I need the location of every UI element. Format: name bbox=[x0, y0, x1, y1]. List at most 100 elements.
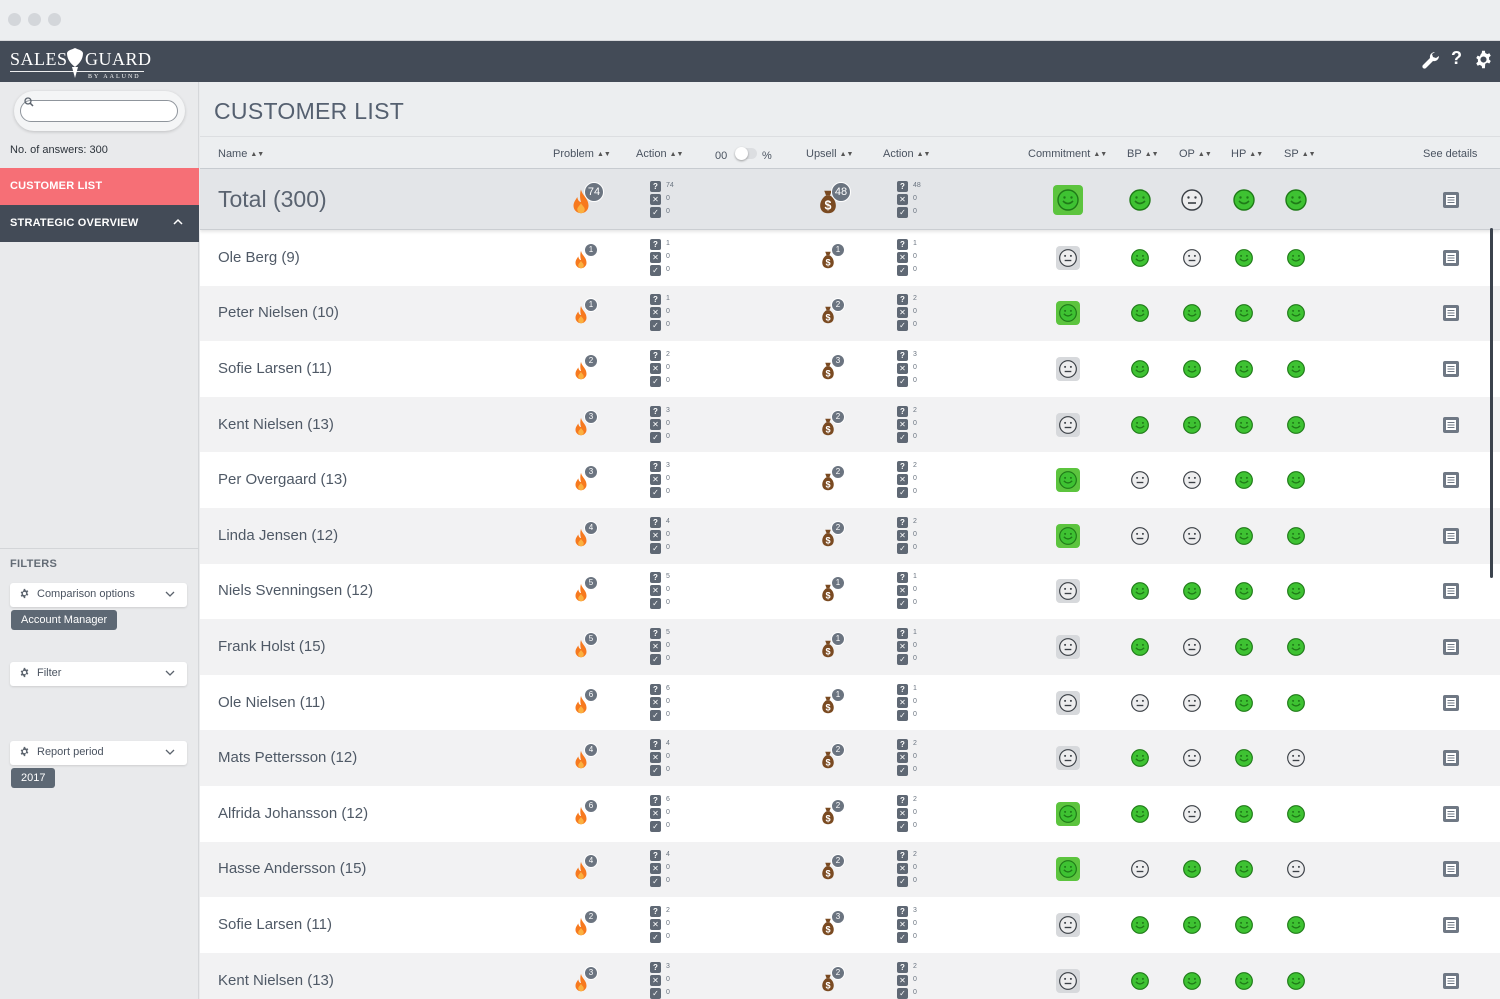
customer-name[interactable]: Total (300) bbox=[218, 185, 327, 212]
commitment-neutral-icon[interactable] bbox=[1056, 746, 1080, 771]
see-details-icon[interactable] bbox=[1441, 693, 1461, 718]
nav-customer-list[interactable]: CUSTOMER LIST bbox=[0, 168, 199, 205]
table-row[interactable]: Niels Svenningsen (12) 5? 5 ✕ 0 ✓ 0 $1? 1 ✕ 0 ✓ 0 bbox=[200, 564, 1500, 620]
hp-happy-icon[interactable] bbox=[1234, 859, 1254, 884]
gear-icon[interactable] bbox=[1473, 49, 1494, 70]
sp-happy-icon[interactable] bbox=[1286, 526, 1306, 551]
sp-happy-icon[interactable] bbox=[1286, 359, 1306, 384]
see-details-icon[interactable] bbox=[1441, 303, 1461, 328]
total-row[interactable]: Total (300) 74? 74 ✕ 0 ✓ 0 $48? 48 ✕ 0 ✓ 0 bbox=[200, 169, 1500, 230]
commitment-neutral-icon[interactable] bbox=[1056, 579, 1080, 604]
hp-happy-icon[interactable] bbox=[1234, 915, 1254, 940]
see-details-icon[interactable] bbox=[1441, 190, 1461, 215]
commitment-happy-icon[interactable] bbox=[1056, 857, 1080, 882]
customer-name[interactable]: Kent Nielsen (13) bbox=[218, 971, 334, 989]
percent-toggle[interactable] bbox=[735, 147, 757, 160]
sp-happy-icon[interactable] bbox=[1286, 581, 1306, 606]
col-op[interactable]: OP ▲▼ bbox=[1179, 148, 1212, 160]
hp-happy-icon[interactable] bbox=[1234, 470, 1254, 495]
see-details-icon[interactable] bbox=[1441, 581, 1461, 606]
table-row[interactable]: Frank Holst (15) 5? 5 ✕ 0 ✓ 0 $1? 1 ✕ 0 ✓ 0 bbox=[200, 619, 1500, 675]
bp-happy-icon[interactable] bbox=[1130, 971, 1150, 996]
col-name[interactable]: Name ▲▼ bbox=[218, 148, 265, 160]
customer-name[interactable]: Niels Svenningsen (12) bbox=[218, 582, 374, 600]
col-sp[interactable]: SP ▲▼ bbox=[1284, 148, 1316, 160]
filter-dropdown[interactable]: Filter bbox=[10, 662, 187, 686]
sp-happy-icon[interactable] bbox=[1286, 693, 1306, 718]
hp-happy-icon[interactable] bbox=[1232, 188, 1256, 217]
customer-name[interactable]: Sofie Larsen (11) bbox=[218, 359, 332, 377]
sp-happy-icon[interactable] bbox=[1286, 470, 1306, 495]
bp-happy-icon[interactable] bbox=[1130, 915, 1150, 940]
bp-happy-icon[interactable] bbox=[1130, 804, 1150, 829]
col-action-problem[interactable]: Action ▲▼ bbox=[636, 148, 684, 160]
report-period-dropdown[interactable]: Report period bbox=[10, 741, 187, 765]
table-row[interactable]: Hasse Andersson (15) 4? 4 ✕ 0 ✓ 0 $2? 2 ✕ 0 ✓ 0 bbox=[200, 841, 1500, 898]
op-happy-icon[interactable] bbox=[1182, 859, 1202, 884]
commitment-neutral-icon[interactable] bbox=[1056, 412, 1080, 437]
hp-happy-icon[interactable] bbox=[1234, 303, 1254, 328]
hp-happy-icon[interactable] bbox=[1234, 526, 1254, 551]
sp-happy-icon[interactable] bbox=[1286, 804, 1306, 829]
bp-happy-icon[interactable] bbox=[1130, 248, 1150, 273]
op-happy-icon[interactable] bbox=[1182, 971, 1202, 996]
sp-happy-icon[interactable] bbox=[1286, 248, 1306, 273]
op-happy-icon[interactable] bbox=[1182, 915, 1202, 940]
bp-neutral-icon[interactable] bbox=[1130, 526, 1150, 551]
table-row[interactable]: Kent Nielsen (13) 3? 3 ✕ 0 ✓ 0 $2? 2 ✕ 0 ✓ 0 bbox=[200, 396, 1500, 453]
hp-happy-icon[interactable] bbox=[1234, 971, 1254, 996]
bp-happy-icon[interactable] bbox=[1130, 581, 1150, 606]
col-upsell[interactable]: Upsell ▲▼ bbox=[806, 148, 854, 160]
col-bp[interactable]: BP ▲▼ bbox=[1127, 148, 1159, 160]
hp-happy-icon[interactable] bbox=[1234, 359, 1254, 384]
op-neutral-icon[interactable] bbox=[1182, 637, 1202, 662]
commitment-happy-icon[interactable] bbox=[1056, 468, 1080, 493]
sp-happy-icon[interactable] bbox=[1286, 303, 1306, 328]
customer-name[interactable]: Frank Holst (15) bbox=[218, 637, 326, 655]
comparison-options-dropdown[interactable]: Comparison options bbox=[10, 583, 187, 607]
see-details-icon[interactable] bbox=[1441, 526, 1461, 551]
table-row[interactable]: Linda Jensen (12) 4? 4 ✕ 0 ✓ 0 $2? 2 ✕ 0 ✓ 0 bbox=[200, 508, 1500, 564]
sp-neutral-icon[interactable] bbox=[1286, 748, 1306, 773]
hp-happy-icon[interactable] bbox=[1234, 693, 1254, 718]
see-details-icon[interactable] bbox=[1441, 470, 1461, 495]
see-details-icon[interactable] bbox=[1441, 971, 1461, 996]
customer-name[interactable]: Sofie Larsen (11) bbox=[218, 915, 332, 933]
bp-neutral-icon[interactable] bbox=[1130, 470, 1150, 495]
customer-name[interactable]: Linda Jensen (12) bbox=[218, 526, 339, 544]
hp-happy-icon[interactable] bbox=[1234, 804, 1254, 829]
customer-name[interactable]: Kent Nielsen (13) bbox=[218, 415, 334, 433]
op-neutral-icon[interactable] bbox=[1182, 804, 1202, 829]
wrench-icon[interactable] bbox=[1421, 50, 1441, 70]
table-row[interactable]: Peter Nielsen (10) 1? 1 ✕ 0 ✓ 0 $2? 2 ✕ 0 ✓ 0 bbox=[200, 285, 1500, 342]
see-details-icon[interactable] bbox=[1441, 415, 1461, 440]
table-row[interactable]: Ole Berg (9) 1? 1 ✕ 0 ✓ 0 $1? 1 ✕ 0 ✓ 0 bbox=[200, 230, 1500, 286]
op-happy-icon[interactable] bbox=[1182, 303, 1202, 328]
sp-happy-icon[interactable] bbox=[1286, 415, 1306, 440]
op-neutral-icon[interactable] bbox=[1182, 693, 1202, 718]
table-row[interactable]: Alfrida Johansson (12) 6? 6 ✕ 0 ✓ 0 $2? 2 ✕ 0 ✓ 0 bbox=[200, 786, 1500, 842]
salesguard-logo[interactable]: SALES GUARD BY AALUND bbox=[10, 47, 151, 81]
help-icon[interactable]: ? bbox=[1451, 48, 1462, 68]
bp-neutral-icon[interactable] bbox=[1130, 693, 1150, 718]
scrollbar[interactable] bbox=[1490, 228, 1493, 578]
col-problem[interactable]: Problem ▲▼ bbox=[553, 148, 611, 160]
table-row[interactable]: Kent Nielsen (13) 3? 3 ✕ 0 ✓ 0 $2? 2 ✕ 0 ✓ 0 bbox=[200, 952, 1500, 999]
sp-happy-icon[interactable] bbox=[1286, 915, 1306, 940]
sp-happy-icon[interactable] bbox=[1284, 188, 1308, 217]
sp-happy-icon[interactable] bbox=[1286, 637, 1306, 662]
commitment-happy-icon[interactable] bbox=[1056, 301, 1080, 326]
customer-name[interactable]: Peter Nielsen (10) bbox=[218, 304, 339, 322]
commitment-happy-icon[interactable] bbox=[1056, 523, 1080, 548]
customer-name[interactable]: Per Overgaard (13) bbox=[218, 471, 348, 489]
table-row[interactable]: Per Overgaard (13) 3? 3 ✕ 0 ✓ 0 $2? 2 ✕ 0 ✓ 0 bbox=[200, 452, 1500, 508]
see-details-icon[interactable] bbox=[1441, 748, 1461, 773]
op-neutral-icon[interactable] bbox=[1182, 470, 1202, 495]
minimize-dot[interactable] bbox=[28, 13, 41, 26]
close-dot[interactable] bbox=[8, 13, 21, 26]
bp-happy-icon[interactable] bbox=[1130, 415, 1150, 440]
col-action-upsell[interactable]: Action ▲▼ bbox=[883, 148, 931, 160]
op-happy-icon[interactable] bbox=[1182, 359, 1202, 384]
op-neutral-icon[interactable] bbox=[1182, 248, 1202, 273]
commitment-neutral-icon[interactable] bbox=[1056, 356, 1080, 381]
